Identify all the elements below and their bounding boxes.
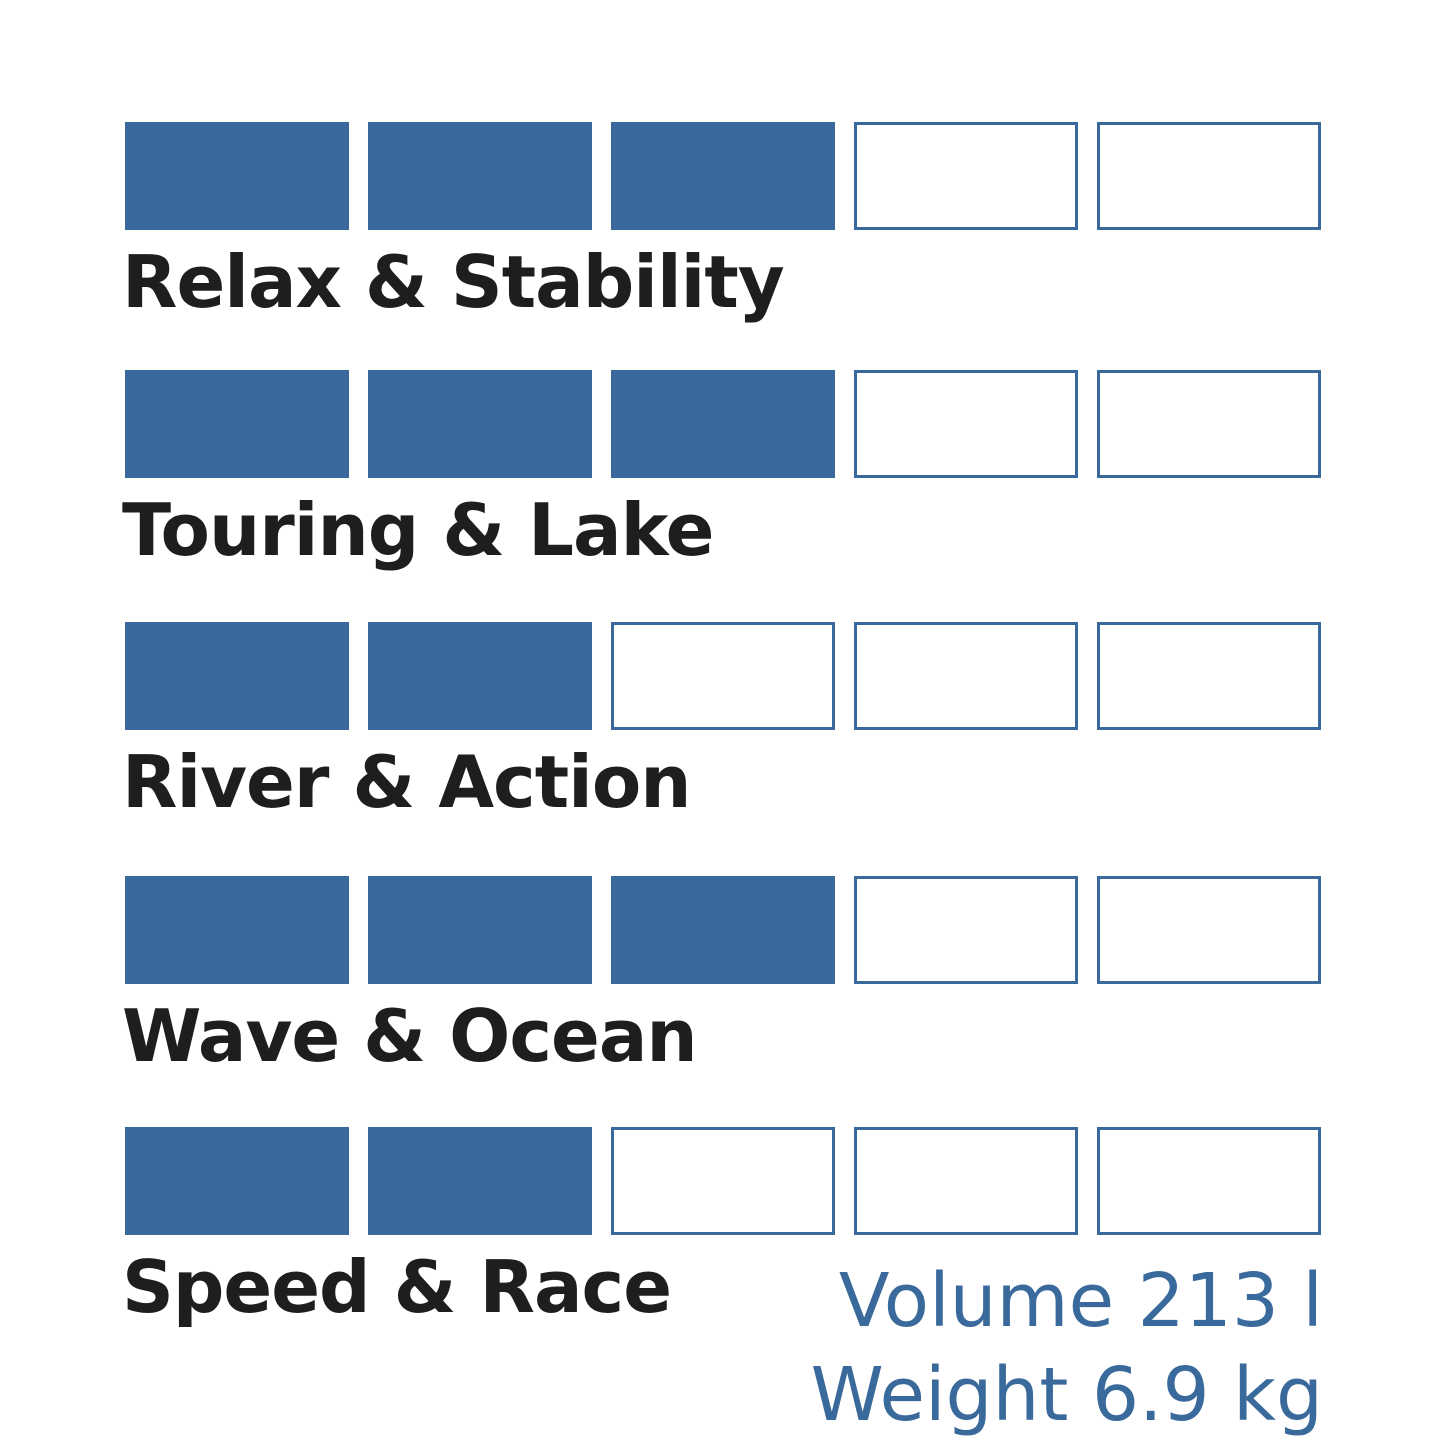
rating-segment-empty — [854, 876, 1078, 984]
rating-label: Wave & Ocean — [122, 994, 698, 1078]
rating-segment-empty — [611, 622, 835, 730]
rating-segment-filled — [611, 876, 835, 984]
rating-segment-filled — [125, 122, 349, 230]
rating-label: Touring & Lake — [122, 488, 714, 572]
rating-segment-empty — [1097, 622, 1321, 730]
rating-segment-filled — [368, 622, 592, 730]
rating-segment-empty — [854, 122, 1078, 230]
rating-segment-empty — [1097, 122, 1321, 230]
rating-segment-empty — [854, 370, 1078, 478]
rating-segment-filled — [368, 370, 592, 478]
rating-segment-empty — [1097, 1127, 1321, 1235]
rating-segment-empty — [1097, 370, 1321, 478]
rating-segment-empty — [1097, 876, 1321, 984]
rating-segment-filled — [125, 876, 349, 984]
rating-label: Relax & Stability — [122, 240, 785, 324]
rating-segment-filled — [125, 1127, 349, 1235]
rating-segment-filled — [368, 876, 592, 984]
rating-segment-filled — [368, 122, 592, 230]
rating-segment-filled — [368, 1127, 592, 1235]
rating-segment-filled — [611, 370, 835, 478]
rating-segment-filled — [125, 370, 349, 478]
rating-segment-filled — [611, 122, 835, 230]
rating-segment-empty — [611, 1127, 835, 1235]
rating-label: River & Action — [122, 740, 692, 824]
weight-text: Weight 6.9 kg — [810, 1352, 1323, 1438]
rating-segment-filled — [125, 622, 349, 730]
rating-segment-empty — [854, 1127, 1078, 1235]
rating-segment-empty — [854, 622, 1078, 730]
rating-label: Speed & Race — [122, 1245, 672, 1329]
volume-text: Volume 213 l — [838, 1258, 1323, 1344]
